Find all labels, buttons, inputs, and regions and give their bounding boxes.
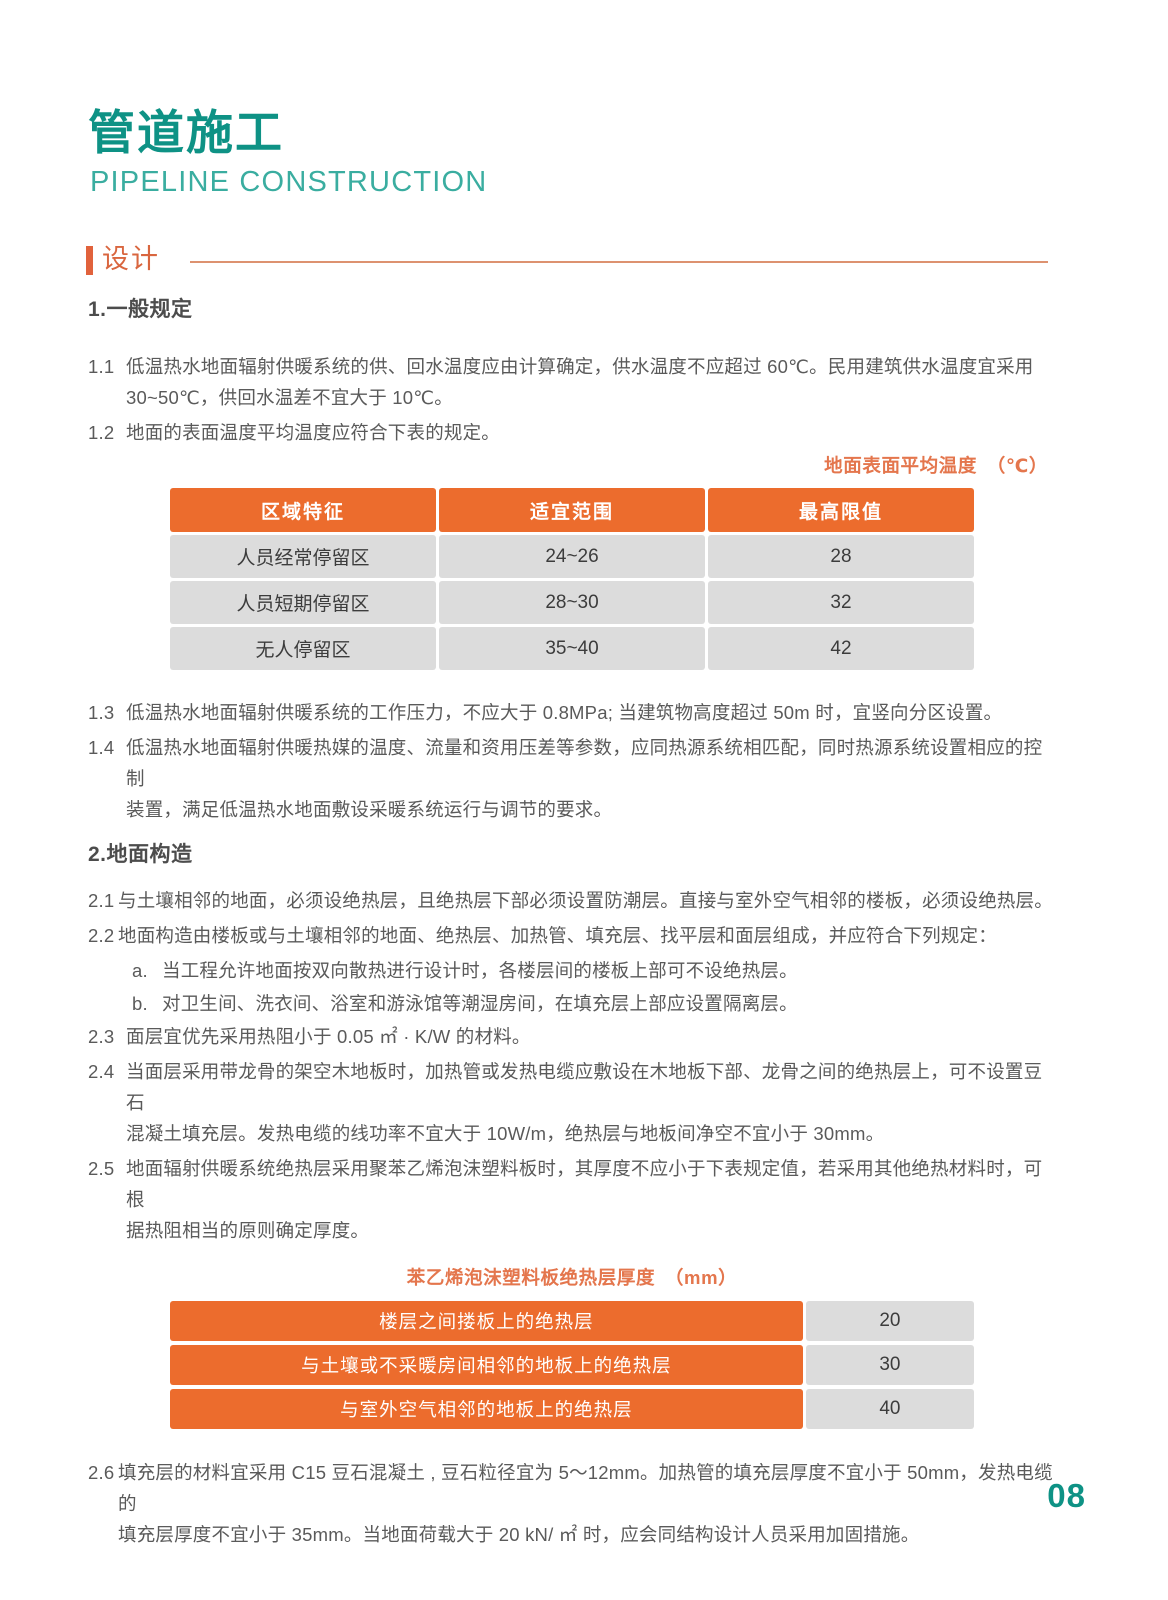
paragraph-2-4: 2.4 当面层采用带龙骨的架空木地板时，加热管或发热电缆应敷设在木地板下部、龙骨… bbox=[88, 1056, 1056, 1149]
masthead: 管道施工 PIPELINE CONSTRUCTION bbox=[88, 108, 1088, 202]
paragraph-2-3: 2.3 面层宜优先采用热阻小于 0.05 ㎡ · K/W 的材料。 bbox=[88, 1021, 1056, 1052]
table-cell: 32 bbox=[708, 581, 974, 625]
paragraph-number: 2.4 bbox=[88, 1060, 115, 1082]
spacer bbox=[88, 673, 1056, 697]
table-cell: 42 bbox=[708, 627, 974, 671]
table-cell: 35~40 bbox=[439, 627, 705, 671]
sub-item-marker: b. bbox=[132, 992, 148, 1014]
table-row: 无人停留区 35~40 42 bbox=[170, 627, 974, 671]
table-col-header-2: 最高限值 bbox=[708, 488, 974, 533]
table-row: 人员经常停留区 24~26 28 bbox=[170, 535, 974, 579]
table-cell-label: 与室外空气相邻的地板上的绝热层 bbox=[170, 1388, 803, 1429]
paragraph-1-2: 1.2 地面的表面温度平均温度应符合下表的规定。 bbox=[88, 417, 1056, 448]
paragraph-line: 面层宜优先采用热阻小于 0.05 ㎡ · K/W 的材料。 bbox=[126, 1025, 531, 1047]
paragraph-line: 填充层的材料宜采用 C15 豆石混凝土 , 豆石粒径宜为 5～12mm。加热管的… bbox=[118, 1461, 1053, 1514]
table-header-row: 区域特征 适宜范围 最高限值 bbox=[170, 488, 974, 533]
paragraph-line: 低温热水地面辐射供暖系统的工作压力，不应大于 0.8MPa; 当建筑物高度超过 … bbox=[126, 702, 1003, 724]
table-cell: 24~26 bbox=[439, 535, 705, 579]
table-1-block: 地面表面平均温度 （℃） 区域特征 适宜范围 最高限值 人员经常停留区 24~2… bbox=[88, 452, 1056, 673]
table-col-header-1: 适宜范围 bbox=[439, 488, 705, 533]
table-row: 人员短期停留区 28~30 32 bbox=[170, 581, 974, 625]
table-1-caption: 地面表面平均温度 （℃） bbox=[824, 455, 1048, 477]
spacer bbox=[88, 1250, 1056, 1262]
table-cell-label: 楼层之间搂板上的绝热层 bbox=[170, 1300, 803, 1341]
spacer bbox=[88, 1433, 1056, 1457]
paragraph-2-6: 2.6 填充层的材料宜采用 C15 豆石混凝土 , 豆石粒径宜为 5～12mm。… bbox=[88, 1457, 1056, 1550]
paragraph-number: 2.6 bbox=[88, 1461, 115, 1483]
paragraph-line: 低温热水地面辐射供暖热媒的温度、流量和资用压差等参数，应同热源系统相匹配，同时热… bbox=[126, 737, 1043, 790]
paragraph-number: 1.2 bbox=[88, 422, 115, 444]
section-banner: 设计 bbox=[86, 240, 1048, 280]
paragraph-line: 混凝土填充层。发热电缆的线功率不宜大于 10W/m，绝热层与地板间净空不宜小于 … bbox=[126, 1122, 885, 1144]
heading-section-1: 1.一般规定 bbox=[88, 298, 193, 321]
paragraph-line: 地面辐射供暖系统绝热层采用聚苯乙烯泡沫塑料板时，其厚度不应小于下表规定值，若采用… bbox=[126, 1157, 1043, 1210]
paragraph-line: 地面的表面温度平均温度应符合下表的规定。 bbox=[126, 422, 501, 444]
table-cell: 28~30 bbox=[439, 581, 705, 625]
table-cell: 人员短期停留区 bbox=[170, 581, 436, 625]
table-cell: 人员经常停留区 bbox=[170, 535, 436, 579]
table-cell: 无人停留区 bbox=[170, 627, 436, 671]
table-cell: 28 bbox=[708, 535, 974, 579]
paragraph-2-2: 2.2 地面构造由楼板或与土壤相邻的地面、绝热层、加热管、填充层、找平层和面层组… bbox=[88, 920, 1056, 951]
sub-item-b: b. 对卫生间、洗衣间、浴室和游泳馆等潮湿房间，在填充层上部应设置隔离层。 bbox=[88, 988, 1056, 1019]
page-title-cn: 管道施工 bbox=[88, 106, 284, 159]
paragraph-1-4: 1.4 低温热水地面辐射供暖热媒的温度、流量和资用压差等参数，应同热源系统相匹配… bbox=[88, 732, 1056, 825]
paragraph-number: 2.3 bbox=[88, 1025, 115, 1047]
paragraph-number: 2.5 bbox=[88, 1157, 115, 1179]
table-row: 与室外空气相邻的地板上的绝热层 40 bbox=[170, 1388, 974, 1429]
table-cell-value: 20 bbox=[805, 1300, 974, 1341]
paragraph-2-1: 2.1 与土壤相邻的地面，必须设绝热层，且绝热层下部必须设置防潮层。直接与室外空… bbox=[88, 885, 1056, 916]
paragraph-1-3: 1.3 低温热水地面辐射供暖系统的工作压力，不应大于 0.8MPa; 当建筑物高… bbox=[88, 697, 1056, 728]
content-body: 1.一般规定 1.1 低温热水地面辐射供暖系统的供、回水温度应由计算确定，供水温… bbox=[88, 296, 1056, 1554]
table-row: 与土壤或不采暖房间相邻的地板上的绝热层 30 bbox=[170, 1344, 974, 1385]
paragraph-number: 2.1 bbox=[88, 889, 115, 911]
sub-item-text: 对卫生间、洗衣间、浴室和游泳馆等潮湿房间，在填充层上部应设置隔离层。 bbox=[162, 992, 798, 1014]
table-insulation-thickness: 楼层之间搂板上的绝热层 20 与土壤或不采暖房间相邻的地板上的绝热层 30 与室… bbox=[167, 1297, 977, 1433]
paragraph-2-5: 2.5 地面辐射供暖系统绝热层采用聚苯乙烯泡沫塑料板时，其厚度不应小于下表规定值… bbox=[88, 1153, 1056, 1246]
paragraph-number: 1.1 bbox=[88, 356, 115, 378]
table-2-block: 苯乙烯泡沫塑料板绝热层厚度 （mm） 楼层之间搂板上的绝热层 20 与土壤或不采… bbox=[88, 1264, 1056, 1433]
paragraph-line: 装置，满足低温热水地面敷设采暖系统运行与调节的要求。 bbox=[126, 799, 613, 821]
table-cell-label: 与土壤或不采暖房间相邻的地板上的绝热层 bbox=[170, 1344, 803, 1385]
sub-item-text: 当工程允许地面按双向散热进行设计时，各楼层间的楼板上部可不设绝热层。 bbox=[162, 959, 798, 981]
sub-item-a: a. 当工程允许地面按双向散热进行设计时，各楼层间的楼板上部可不设绝热层。 bbox=[88, 955, 1056, 986]
table-row: 楼层之间搂板上的绝热层 20 bbox=[170, 1300, 974, 1341]
page-number: 08 bbox=[1047, 1477, 1086, 1514]
paragraph-number: 1.3 bbox=[88, 702, 115, 724]
paragraph-number: 1.4 bbox=[88, 737, 115, 759]
paragraph-line: 据热阻相当的原则确定厚度。 bbox=[126, 1219, 370, 1241]
paragraph-line: 30~50℃，供回水温差不宜大于 10℃。 bbox=[126, 387, 453, 409]
heading-section-2: 2.地面构造 bbox=[88, 843, 193, 867]
paragraph-line: 填充层厚度不宜小于 35mm。当地面荷载大于 20 kN/ ㎡ 时，应会同结构设… bbox=[118, 1523, 920, 1545]
banner-tick-icon bbox=[86, 245, 93, 275]
paragraph-1-1: 1.1 低温热水地面辐射供暖系统的供、回水温度应由计算确定，供水温度不应超过 6… bbox=[88, 351, 1056, 413]
spacer bbox=[88, 829, 1056, 841]
paragraph-line: 地面构造由楼板或与土壤相邻的地面、绝热层、加热管、填充层、找平层和面层组成，并应… bbox=[118, 924, 997, 946]
paragraph-line: 当面层采用带龙骨的架空木地板时，加热管或发热电缆应敷设在木地板下部、龙骨之间的绝… bbox=[126, 1060, 1043, 1113]
page-title-en: PIPELINE CONSTRUCTION bbox=[90, 166, 488, 199]
spacer bbox=[88, 339, 1056, 351]
paragraph-line: 与土壤相邻的地面，必须设绝热层，且绝热层下部必须设置防潮层。直接与室外空气相邻的… bbox=[118, 889, 1054, 911]
paragraph-number: 2.2 bbox=[88, 924, 115, 946]
table-2-caption: 苯乙烯泡沫塑料板绝热层厚度 （mm） bbox=[406, 1266, 738, 1288]
section-banner-label: 设计 bbox=[102, 243, 160, 274]
sub-item-marker: a. bbox=[132, 959, 148, 981]
table-surface-temperature: 区域特征 适宜范围 最高限值 人员经常停留区 24~26 28 人员短期停留区 … bbox=[167, 485, 977, 673]
table-cell-value: 40 bbox=[805, 1388, 974, 1429]
paragraph-line: 低温热水地面辐射供暖系统的供、回水温度应由计算确定，供水温度不应超过 60℃。民… bbox=[126, 356, 1034, 378]
table-cell-value: 30 bbox=[805, 1344, 974, 1385]
table-col-header-0: 区域特征 bbox=[170, 488, 436, 533]
banner-divider bbox=[190, 261, 1048, 263]
